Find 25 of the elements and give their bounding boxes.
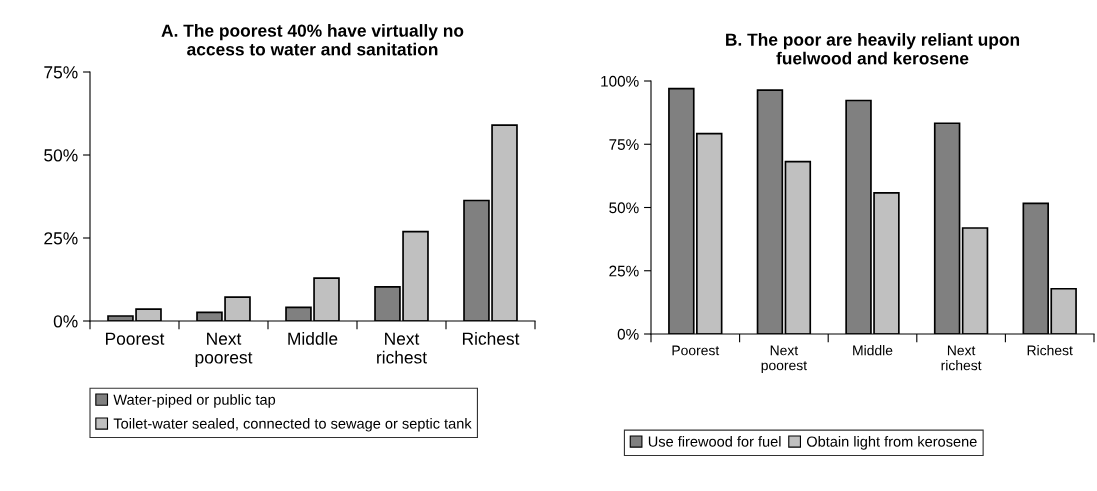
legend-label: Toilet-water sealed, connected to sewage or septic tank: [113, 418, 472, 432]
x-tick-label: Middle: [853, 345, 893, 356]
x-tick-label: Next richest: [941, 345, 982, 371]
y-tick-label: 25%: [609, 265, 639, 277]
x-tick-label: Middle: [288, 332, 338, 345]
x-tick-label: Richest: [1027, 345, 1073, 356]
x-tick-label: Next poorest: [761, 345, 807, 374]
y-tick-label: 50%: [44, 149, 78, 162]
y-tick-label: 25%: [44, 232, 78, 245]
y-tick-label: 50%: [609, 202, 639, 214]
x-tick-label: Richest: [462, 332, 520, 345]
chart-title: B. The poor are heavily reliant upon fuelwood and kerosene: [726, 33, 1020, 65]
y-tick-label: 75%: [44, 66, 78, 79]
legend-label: Obtain light from kerosene: [806, 436, 977, 450]
chart-title: A. The poorest 40% have virtually no access to water and sanitation: [161, 24, 464, 56]
x-tick-label: Next poorest: [195, 332, 253, 367]
y-tick-label: 75%: [609, 139, 639, 150]
x-tick-label: Poorest: [672, 345, 720, 356]
x-tick-label: Poorest: [106, 332, 165, 345]
legend-label: Use firewood for fuel: [648, 436, 781, 447]
y-tick-label: 0%: [617, 328, 639, 340]
y-tick-label: 0%: [53, 315, 78, 328]
y-tick-label: 100%: [601, 75, 639, 87]
x-tick-label: Next richest: [377, 332, 427, 364]
legend-label: Water-piped or public tap: [113, 394, 276, 408]
